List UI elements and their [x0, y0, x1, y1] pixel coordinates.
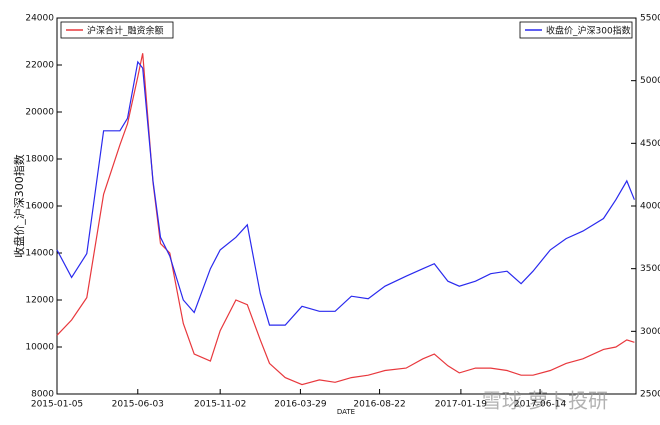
y2-tick-label: 2500	[640, 390, 660, 400]
plot-frame	[56, 17, 637, 395]
y2-tick-label: 5000	[640, 76, 660, 86]
y-tick-label: 12000	[25, 296, 54, 306]
legend-label: 收盘价_沪深300指数	[546, 25, 631, 37]
x-tick-label: 2015-11-02	[194, 400, 246, 410]
y2-tick-label: 3000	[640, 327, 660, 337]
y-axis-label: 收盘价_沪深300指数	[12, 154, 26, 258]
series-line	[56, 53, 635, 386]
y-tick-label: 16000	[25, 202, 54, 212]
legend-box	[60, 21, 174, 39]
y2-tick-label: 3500	[640, 264, 660, 274]
y2-tick-label: 5500	[640, 14, 660, 24]
x-tick-label: 2015-06-03	[112, 400, 164, 410]
x-tick-label: 2016-08-22	[353, 400, 405, 410]
series-line	[56, 60, 635, 326]
y-tick-label: 22000	[25, 61, 54, 71]
x-tick-label: 2016-03-29	[274, 400, 327, 410]
y-tick-label: 10000	[25, 343, 54, 353]
y-tick-label: 18000	[25, 155, 54, 165]
y-tick-label: 24000	[25, 14, 54, 24]
y2-tick-label: 4500	[640, 139, 660, 149]
x-tick-label: 2017-01-19	[435, 400, 488, 410]
legend-label: 沪深合计_融资余额	[87, 25, 164, 37]
y-tick-label: 8000	[31, 390, 54, 400]
y-tick-label: 20000	[25, 108, 54, 118]
x-axis-label: DATE	[337, 408, 355, 416]
y-tick-label: 14000	[25, 249, 54, 259]
legend-box	[519, 21, 633, 39]
y2-tick-label: 4000	[640, 202, 660, 212]
x-tick-label: 2015-01-05	[31, 400, 83, 410]
x-tick-label: 2017-06-14	[514, 400, 567, 410]
watermark: 雪球 萝卜投研	[482, 389, 608, 413]
